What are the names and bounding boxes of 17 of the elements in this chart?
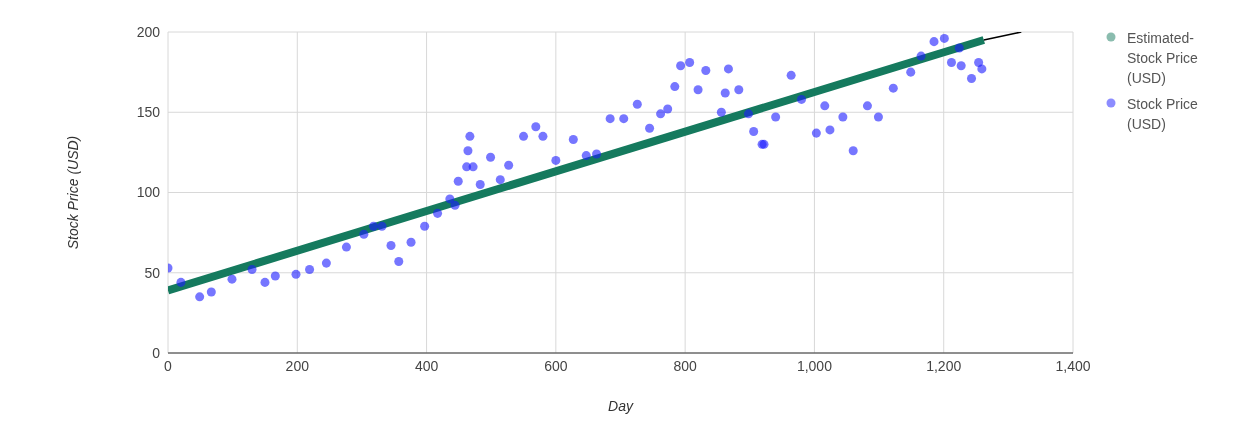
x-axis-title: Day	[608, 397, 634, 414]
legend-label: Estimated-Stock Price (USD)	[1127, 29, 1199, 88]
y-axis-title: Stock Price (USD)	[64, 135, 81, 250]
y-tick-label: 150	[136, 104, 161, 121]
x-tick-label: 600	[544, 357, 568, 374]
x-tick-label: 1,200	[926, 357, 962, 374]
y-tick-label: 100	[136, 184, 161, 201]
y-tick-label: 50	[144, 264, 161, 281]
legend-label: Stock Price (USD)	[1127, 95, 1199, 134]
y-tick-label: 200	[136, 23, 161, 40]
x-tick-label: 0	[164, 357, 173, 374]
x-tick-label: 400	[414, 357, 439, 374]
x-tick-label: 1,400	[1055, 357, 1091, 374]
y-tick-label: 0	[152, 344, 161, 361]
x-tick-label: 1,000	[796, 357, 833, 374]
x-tick-label: 200	[285, 357, 310, 374]
x-tick-label: 800	[673, 357, 698, 374]
